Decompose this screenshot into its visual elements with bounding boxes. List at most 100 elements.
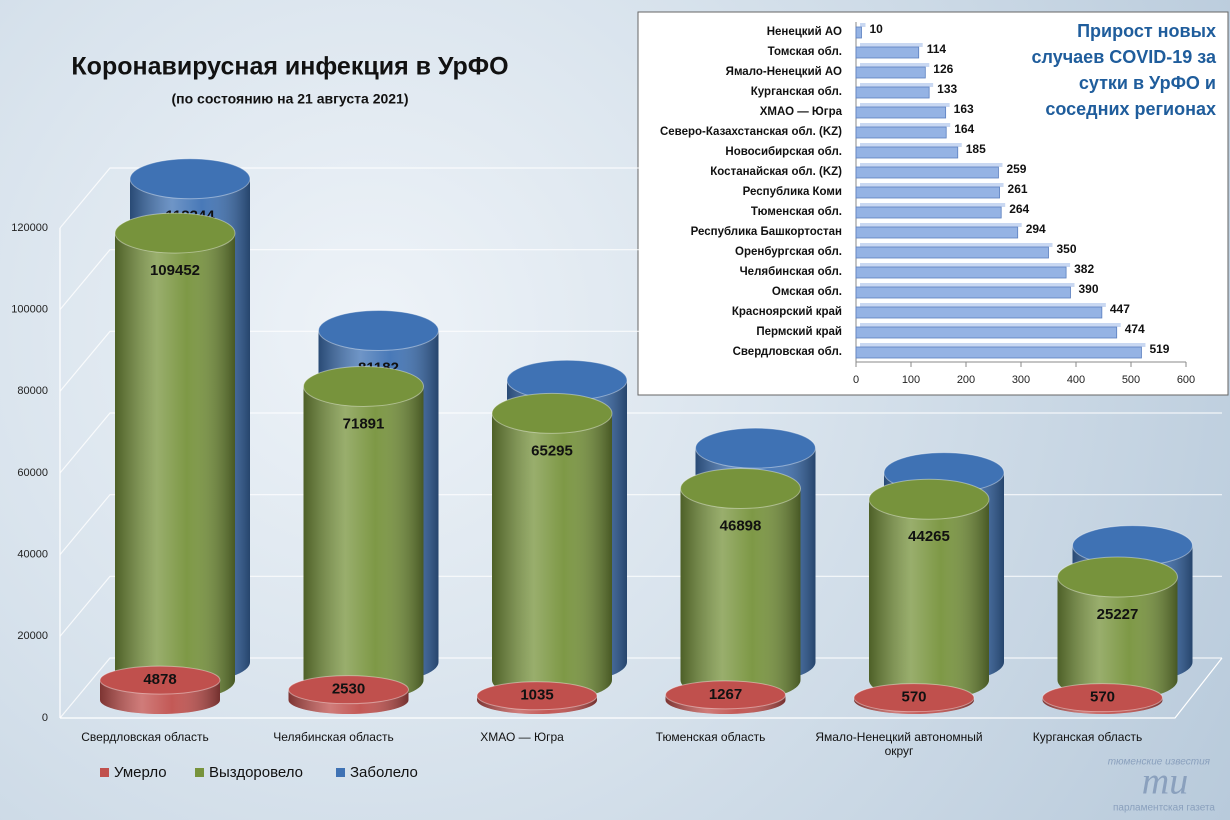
cylinder-top — [868, 478, 990, 520]
y-tick-label: ХМАО — Югра — [760, 106, 843, 118]
y-tick-label: Северо-Казахстанская обл. (KZ) — [660, 126, 842, 138]
legend-swatch — [100, 768, 109, 777]
data-label: 294 — [1026, 222, 1046, 236]
grid-line — [59, 494, 1222, 556]
watermark-mark: ти — [1142, 761, 1188, 803]
bar-depth — [860, 103, 950, 107]
cylinder-top — [129, 158, 251, 200]
y-tick-label: Ненецкий АО — [767, 26, 842, 38]
bar — [855, 146, 959, 159]
x-tick-label: 100 — [902, 374, 920, 386]
x-tick-label: Ямало-Ненецкий автономный округ — [815, 730, 983, 758]
y-tick-label: 100000 — [11, 304, 48, 316]
y-tick-label: Костанайская обл. (KZ) — [710, 166, 842, 178]
data-label: 185 — [966, 142, 986, 156]
data-label: 65295 — [531, 442, 573, 459]
cylinder-top — [303, 365, 424, 407]
data-label: 114 — [927, 42, 947, 56]
y-tick-label: Омская обл. — [772, 286, 842, 298]
bar — [855, 106, 947, 119]
data-label: 25227 — [1097, 606, 1139, 623]
x-tick-label: ХМАО — Югра — [480, 730, 564, 744]
legend-label: Заболело — [350, 764, 418, 781]
data-label: 164 — [954, 122, 974, 136]
data-label: 46898 — [720, 517, 762, 534]
bar — [855, 226, 1019, 239]
chart-title: Коронавирусная инфекция в УрФО — [71, 53, 508, 81]
cylinder-top — [853, 683, 975, 713]
y-tick-label: Республика Коми — [743, 186, 842, 198]
bar — [855, 126, 947, 139]
data-label: 570 — [1090, 689, 1115, 706]
bar — [855, 346, 1142, 359]
data-label: 4878 — [143, 671, 176, 688]
bar-depth — [860, 203, 1006, 207]
grid-line — [59, 167, 1222, 229]
y-tick-label: Свердловская обл. — [733, 346, 842, 358]
bar-depth — [860, 243, 1053, 247]
cylinder-shade — [492, 413, 612, 700]
y-tick-label: Курганская обл. — [751, 86, 842, 98]
cylinder-top — [99, 665, 221, 695]
data-label: 259 — [1006, 162, 1026, 176]
y-tick-label: Республика Башкортостан — [691, 226, 842, 238]
grid-line — [59, 575, 1222, 637]
data-label: 264 — [1009, 202, 1029, 216]
chart-subtitle: (по состоянию на 21 августа 2021) — [172, 91, 409, 107]
bar-depth — [860, 263, 1071, 267]
cylinder-top — [476, 681, 598, 711]
cylinder-top — [288, 675, 409, 705]
cylinder-shade — [869, 499, 989, 700]
y-tick-label: Ямало-Ненецкий АО — [726, 66, 842, 78]
y-tick-label: 40000 — [17, 549, 48, 561]
x-tick-label: Тюменская область — [655, 730, 766, 744]
watermark-top: тюменские известия — [1108, 757, 1211, 768]
cylinder-top — [491, 392, 613, 434]
bar — [855, 186, 1000, 199]
y-tick-label: Челябинская обл. — [740, 266, 842, 278]
watermark-bottom: парламентская газета — [1113, 803, 1215, 814]
data-label: 71891 — [343, 415, 385, 432]
y-tick-label: 20000 — [17, 630, 48, 642]
bar-depth — [860, 223, 1022, 227]
data-label: 447 — [1110, 302, 1130, 316]
bar-depth — [860, 63, 930, 67]
cylinder-top — [695, 427, 816, 469]
x-tick-label: Челябинская область — [273, 730, 394, 744]
data-label: 44265 — [908, 528, 950, 545]
x-tick-label: Свердловская область — [81, 730, 209, 744]
cylinder-top — [1057, 556, 1178, 598]
data-label: 382 — [1074, 262, 1094, 276]
cylinder-shade — [303, 386, 424, 700]
legend-label: Умерло — [114, 764, 167, 781]
bar-depth — [860, 23, 866, 27]
data-label: 1035 — [520, 687, 553, 704]
data-label: 474 — [1125, 322, 1145, 336]
bar — [855, 46, 920, 59]
bar-depth — [860, 163, 1003, 167]
legend-label: Выздоровело — [209, 764, 303, 781]
x-tick-label: 500 — [1122, 374, 1140, 386]
data-label: 350 — [1057, 242, 1077, 256]
grid-line — [59, 330, 1222, 392]
bar-depth — [860, 43, 923, 47]
bar-depth — [860, 83, 934, 87]
legend-swatch — [195, 768, 204, 777]
bar — [855, 326, 1118, 339]
bar — [855, 206, 1002, 219]
grid-line — [59, 249, 1222, 311]
bar — [855, 286, 1071, 299]
y-tick-label: 0 — [42, 712, 48, 724]
bar-depth — [860, 123, 951, 127]
data-label: 1267 — [709, 686, 742, 703]
y-tick-label: Тюменская обл. — [751, 206, 842, 218]
bar-depth — [860, 183, 1004, 187]
bar — [855, 166, 999, 179]
x-tick-label: 600 — [1177, 374, 1195, 386]
legend-swatch — [336, 768, 345, 777]
y-tick-label: Томская обл. — [768, 46, 842, 58]
data-label: 519 — [1149, 342, 1169, 356]
bar-depth — [860, 283, 1075, 287]
y-tick-label: 80000 — [17, 385, 48, 397]
